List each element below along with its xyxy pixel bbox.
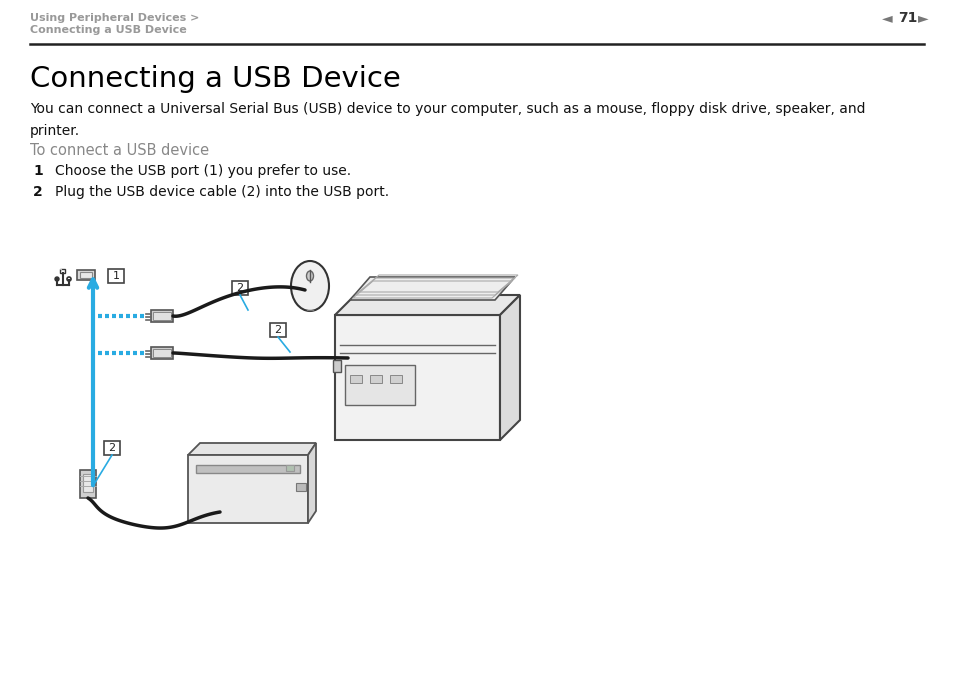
Text: ◄: ◄ [882, 11, 892, 25]
Bar [80, 272, 91, 278]
Text: 2: 2 [236, 283, 243, 293]
Bar [104, 441, 120, 455]
Bar [152, 312, 171, 320]
Bar [60, 269, 66, 273]
Bar [80, 470, 96, 498]
Text: 71: 71 [897, 11, 917, 25]
Bar [151, 310, 172, 322]
Text: 2: 2 [33, 185, 43, 199]
Text: Choose the USB port (1) you prefer to use.: Choose the USB port (1) you prefer to us… [55, 164, 351, 178]
Bar [390, 375, 401, 383]
Circle shape [55, 277, 59, 281]
Polygon shape [308, 443, 315, 523]
Bar [195, 465, 299, 473]
Bar [188, 455, 308, 523]
Bar [335, 315, 499, 440]
Bar [286, 465, 294, 471]
Ellipse shape [306, 271, 314, 281]
Text: 2: 2 [274, 325, 281, 335]
Bar [151, 347, 172, 359]
Text: 1: 1 [112, 271, 119, 281]
Ellipse shape [291, 261, 329, 311]
Polygon shape [350, 277, 515, 300]
Bar [295, 483, 306, 491]
Bar [77, 270, 95, 280]
Bar [270, 323, 286, 337]
Text: Using Peripheral Devices >: Using Peripheral Devices > [30, 13, 199, 23]
Text: ►: ► [917, 11, 927, 25]
Polygon shape [335, 295, 519, 315]
Text: Connecting a USB Device: Connecting a USB Device [30, 25, 187, 35]
Text: To connect a USB device: To connect a USB device [30, 143, 209, 158]
Bar [370, 375, 381, 383]
Text: You can connect a Universal Serial Bus (USB) device to your computer, such as a : You can connect a Universal Serial Bus (… [30, 102, 864, 137]
Bar [108, 269, 124, 283]
Text: 1: 1 [33, 164, 43, 178]
Text: Plug the USB device cable (2) into the USB port.: Plug the USB device cable (2) into the U… [55, 185, 389, 199]
Bar [83, 474, 92, 492]
Bar [152, 349, 171, 357]
Bar [350, 375, 361, 383]
Text: 2: 2 [109, 443, 115, 453]
Text: ⌨: ⌨ [60, 269, 62, 270]
Polygon shape [188, 443, 315, 455]
Bar [333, 360, 340, 372]
Polygon shape [499, 295, 519, 440]
Bar [345, 365, 415, 405]
Bar [232, 281, 248, 295]
Text: Connecting a USB Device: Connecting a USB Device [30, 65, 400, 93]
